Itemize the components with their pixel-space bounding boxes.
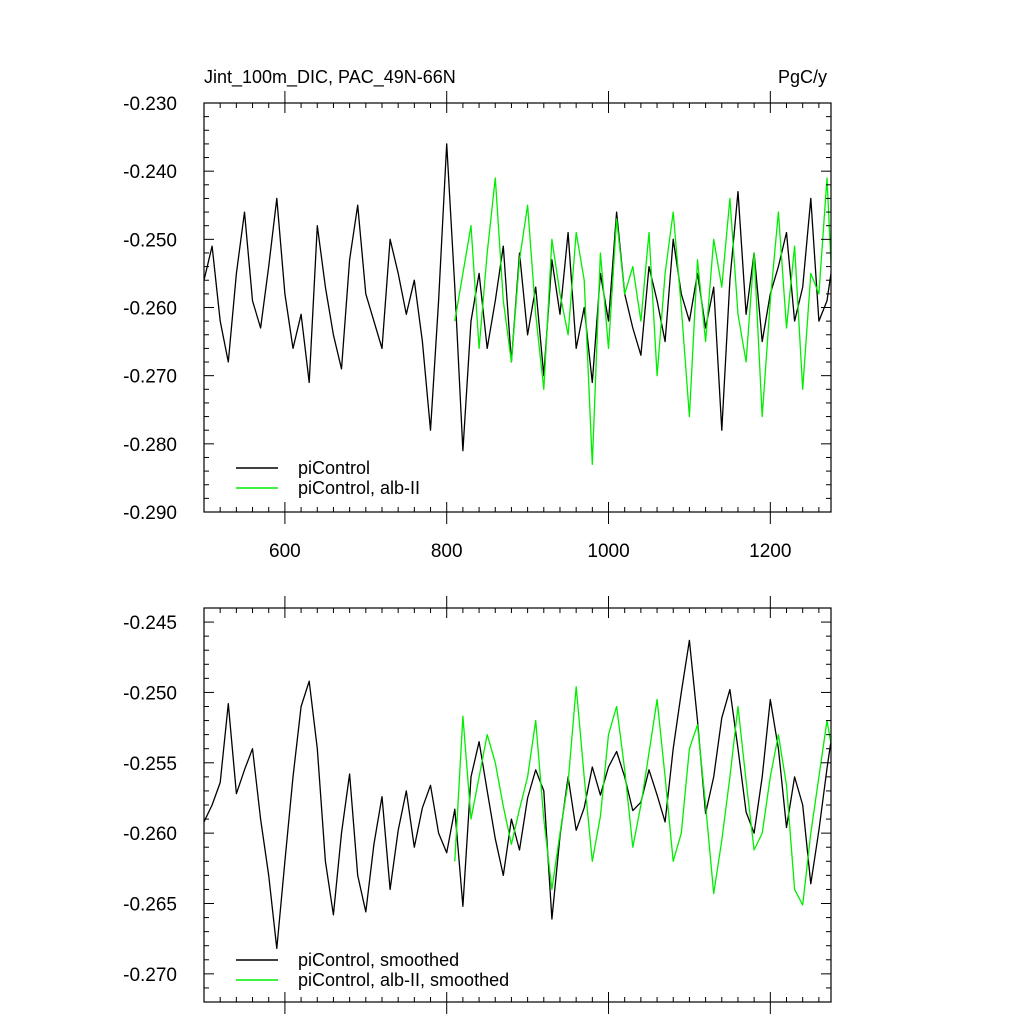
plot-frame	[203, 607, 832, 1003]
y-tick-label: -0.270	[123, 367, 177, 388]
series-line-picontrol	[204, 143, 831, 452]
x-tick-label: 1000	[587, 541, 629, 562]
series-line-picontrol-alb-ii	[454, 177, 831, 465]
y-tick-label: -0.290	[123, 503, 177, 524]
y-tick-label: -0.260	[123, 824, 177, 845]
legend-label: piControl, alb-II	[298, 478, 420, 498]
y-tick-label: -0.255	[123, 754, 177, 775]
chart-title: Jint_100m_DIC, PAC_49N-66N	[204, 67, 456, 88]
series-line-picontrol	[204, 639, 831, 950]
legend-label: piControl, alb-II, smoothed	[298, 970, 509, 990]
y-tick-label: -0.260	[123, 299, 177, 320]
y-tick-label: -0.240	[123, 162, 177, 183]
bottom-panel: -0.245 -0.250 -0.255 -0.260 -0.265 -0.270 piCo…	[123, 596, 832, 1014]
top-panel: -0.230 -0.240 -0.250 -0.260 -0.270 -0.280 -0.2…	[123, 67, 832, 562]
y-tick-label: -0.270	[123, 965, 177, 986]
y-tick-label: -0.265	[123, 895, 177, 916]
x-tick-label: 1200	[749, 541, 791, 562]
legend-label: piControl	[298, 458, 370, 478]
x-tick-label: 800	[431, 541, 463, 562]
y-tick-label: -0.245	[123, 613, 177, 634]
y-tick-label: -0.250	[123, 230, 177, 251]
x-tick-label: 600	[269, 541, 301, 562]
y-tick-label: -0.280	[123, 435, 177, 456]
y-tick-label: -0.250	[123, 683, 177, 704]
units-label: PgC/y	[778, 67, 827, 87]
legend-label: piControl, smoothed	[298, 950, 459, 970]
series-line-picontrol-alb-ii	[454, 686, 831, 906]
y-tick-label: -0.230	[123, 94, 177, 115]
